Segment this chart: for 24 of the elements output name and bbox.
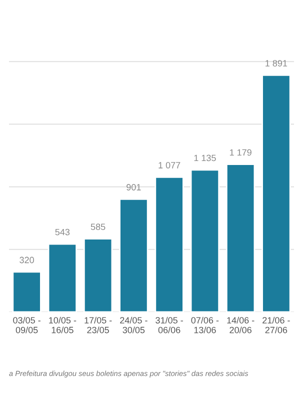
bar — [190, 169, 220, 312]
data-label: 320 — [20, 256, 34, 264]
bar — [12, 271, 42, 312]
x-tick-label: 10/05 - 16/05 — [49, 316, 76, 334]
data-label: 543 — [55, 228, 70, 236]
data-label: 1 135 — [194, 154, 216, 162]
data-label: 585 — [90, 224, 106, 230]
data-label: 1 077 — [158, 162, 180, 168]
bar — [262, 74, 291, 312]
x-tick-label: 14/06 - 20/06 — [227, 316, 254, 334]
bar — [83, 238, 113, 312]
x-tick-label: 07/06 - 13/06 — [191, 316, 219, 334]
bar — [154, 176, 184, 312]
bar — [226, 164, 256, 312]
x-tick-label: 03/05 - 09/05 — [13, 316, 40, 334]
x-tick-label: 21/06 - 27/06 — [262, 316, 290, 334]
x-tick-label: 24/05 - 30/05 — [120, 316, 148, 334]
bar — [48, 243, 78, 312]
data-label: 1 891 — [266, 60, 288, 66]
bar — [119, 198, 148, 312]
x-tick-label: 31/05 - 06/06 — [156, 316, 183, 334]
data-label: 901 — [126, 184, 141, 190]
x-tick-label: 17/05 - 23/05 — [84, 316, 112, 334]
data-label: 1 179 — [230, 149, 252, 156]
